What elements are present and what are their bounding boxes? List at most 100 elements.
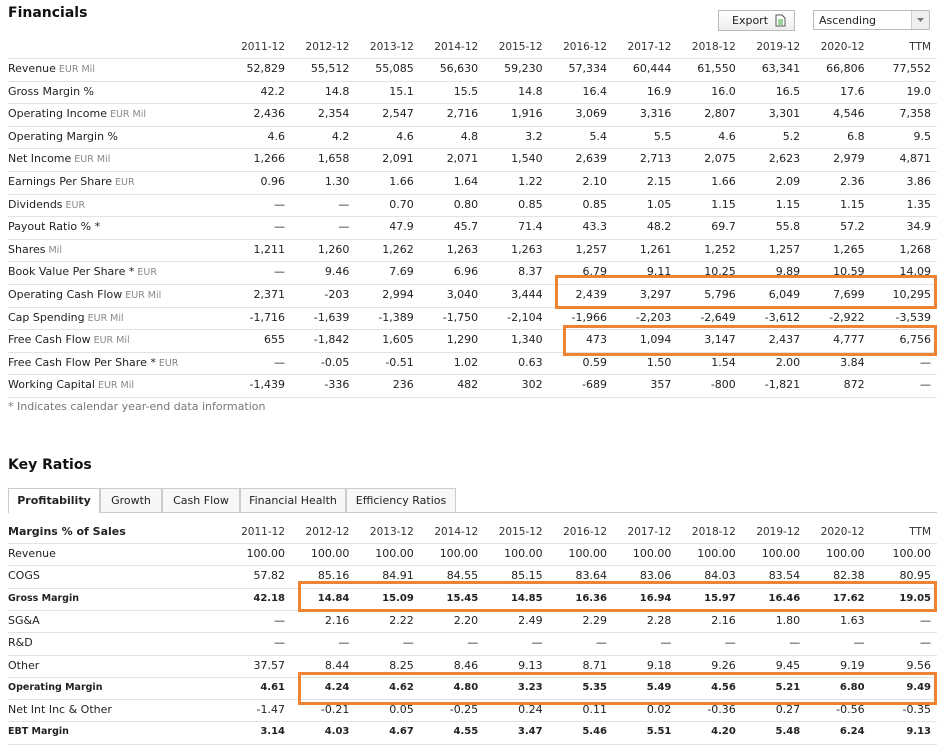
table-cell: 15.5	[453, 84, 479, 98]
table-cell: 100.00	[697, 547, 736, 560]
row-label-text: Other	[8, 658, 40, 672]
table-cell: 14.8	[518, 84, 543, 98]
table-cell: 1.15	[775, 197, 801, 211]
dropdown-arrow	[911, 11, 929, 29]
table-cell: 100.00	[310, 547, 350, 560]
table-cell: 42.18	[253, 592, 285, 604]
table-cell: 100.00	[439, 547, 479, 560]
tab[interactable]: Efficiency Ratios	[346, 488, 456, 512]
tab[interactable]: Financial Health	[240, 488, 346, 512]
table-cell: 7,358	[899, 107, 932, 121]
table-cell: 1,260	[317, 242, 350, 256]
row-label: Shares Mil	[8, 239, 62, 262]
table-cell: 1.50	[646, 355, 672, 369]
table-cell: 83.06	[639, 569, 672, 583]
tab[interactable]: Profitability	[8, 488, 100, 513]
table-cell: 0.80	[453, 197, 479, 211]
table-cell: 85.16	[317, 569, 350, 583]
table-cell: 77,552	[892, 62, 932, 75]
column-header: 2018-12	[691, 41, 736, 53]
table-cell: 4.62	[389, 681, 414, 693]
table-cell: 2,994	[382, 288, 414, 301]
table-cell: 80.95	[899, 569, 932, 583]
column-header: 2013-12	[369, 526, 414, 538]
sort-dropdown[interactable]: Ascending	[813, 10, 930, 30]
row-unit: EUR	[137, 267, 157, 279]
table-cell: 0.85	[582, 197, 608, 211]
table-cell: 2,639	[575, 152, 608, 166]
column-header: 2015-12	[498, 526, 543, 538]
table-cell: 0.27	[775, 703, 801, 717]
table-cell: 2,354	[317, 107, 350, 121]
row-divider	[8, 329, 937, 331]
table-cell: 10.59	[833, 265, 865, 279]
row-unit: EUR Mil	[93, 335, 130, 347]
table-cell: 0.85	[518, 197, 543, 211]
table-cell: —	[467, 636, 479, 650]
row-label-text: Net Income	[8, 152, 72, 166]
export-button[interactable]: Export	[718, 10, 795, 31]
row-label: R&D	[8, 632, 33, 654]
row-label-text: Revenue	[8, 547, 56, 560]
column-header: 2011-12	[241, 41, 285, 53]
table-cell: 55,512	[310, 62, 350, 75]
table-cell: 2,623	[768, 152, 801, 166]
table-cell: 19.0	[906, 84, 932, 98]
tab-baseline	[8, 512, 937, 513]
table-cell: 14.84	[317, 592, 350, 604]
tab[interactable]: Growth	[100, 488, 162, 512]
table-cell: —	[920, 378, 931, 392]
column-header: 2019-12	[756, 526, 801, 538]
table-cell: -1,821	[764, 378, 801, 392]
table-cell: 4.2	[331, 129, 350, 143]
table-cell: -1,639	[313, 310, 350, 324]
table-cell: 0.70	[389, 197, 414, 211]
column-header: TTM	[909, 41, 931, 53]
table-cell: 71.4	[518, 220, 543, 234]
table-cell: —	[274, 613, 285, 627]
table-cell: —	[920, 355, 931, 369]
table-cell: 6.8	[847, 129, 865, 143]
table-cell: 1,262	[382, 242, 414, 256]
table-cell: 1.05	[646, 197, 672, 211]
table-cell: 1,257	[575, 242, 608, 256]
row-label: Free Cash Flow Per Share * EUR	[8, 352, 178, 375]
table-cell: 66,806	[826, 62, 865, 75]
table-cell: 84.03	[704, 569, 736, 583]
table-cell: 4,546	[833, 107, 865, 121]
row-divider	[8, 676, 937, 678]
sort-label: Ascending	[819, 14, 877, 27]
table-cell: 4.80	[453, 681, 479, 693]
table-cell: 1,268	[899, 242, 932, 256]
table-cell: 82.38	[833, 569, 865, 583]
row-divider	[8, 351, 937, 353]
table-cell: 4.20	[711, 726, 736, 738]
table-cell: 0.96	[260, 175, 286, 188]
row-divider	[8, 261, 937, 263]
table-cell: 57.82	[253, 569, 286, 583]
table-cell: 3,040	[446, 288, 479, 301]
table-cell: -800	[710, 378, 736, 392]
table-cell: 1.02	[453, 355, 479, 369]
table-cell: 2,807	[704, 107, 736, 121]
row-label-text: Shares	[8, 242, 46, 256]
table-cell: 9.18	[646, 658, 672, 672]
table-cell: 4.61	[260, 681, 285, 693]
table-cell: 3.47	[517, 726, 543, 738]
table-cell: 100.00	[892, 547, 932, 560]
table-cell: 43.3	[582, 220, 608, 234]
table-cell: -2,203	[635, 310, 672, 324]
table-cell: 15.45	[446, 592, 479, 604]
table-cell: 6,049	[768, 288, 801, 301]
column-header: 2019-12	[756, 41, 801, 53]
row-label: Cap Spending EUR Mil	[8, 307, 124, 330]
table-cell: 17.6	[840, 84, 865, 98]
table-cell: 2.09	[775, 175, 801, 188]
row-label: Gross Margin	[8, 588, 79, 610]
table-cell: -1.47	[256, 703, 285, 717]
row-label-text: Revenue	[8, 62, 56, 75]
tab[interactable]: Cash Flow	[162, 488, 240, 512]
section-title: Financials	[8, 5, 88, 21]
column-header: 2012-12	[305, 41, 350, 53]
table-cell: 5.4	[589, 129, 608, 143]
